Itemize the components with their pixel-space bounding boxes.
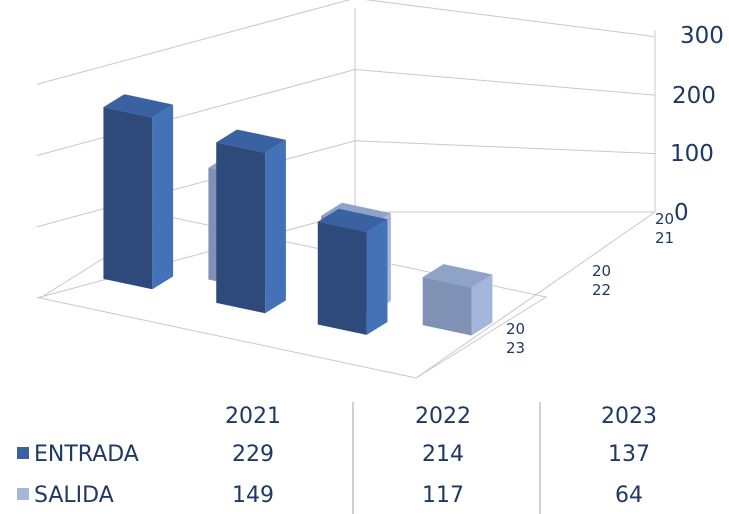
y-axis-ticks: 0 100 200 300 — [670, 23, 724, 226]
table-value: 64 — [615, 483, 643, 508]
bar-top — [216, 129, 286, 153]
bar-side — [152, 104, 174, 290]
bar-salida-2023 — [422, 264, 493, 336]
y-tick-label: 100 — [670, 141, 714, 167]
bar-entrada-2022 — [216, 129, 286, 314]
table-value: 117 — [422, 483, 464, 508]
y-tick-label: 0 — [674, 200, 689, 226]
bar-front — [317, 221, 367, 335]
bar-entrada-2023 — [317, 208, 388, 335]
bar-top — [422, 264, 493, 288]
bar-front — [216, 142, 266, 314]
bar-front — [422, 277, 472, 336]
table-header: 2023 — [601, 404, 657, 429]
depth-label: 21 — [655, 229, 674, 247]
bar-side — [265, 139, 286, 314]
depth-label: 20 — [655, 210, 674, 228]
bar-side — [471, 274, 493, 336]
depth-label: 20 — [592, 262, 611, 280]
y-tick-label: 300 — [680, 23, 724, 49]
bar-entrada-2021 — [103, 94, 174, 290]
table-value: 214 — [422, 442, 464, 467]
floor-right-edge — [415, 211, 656, 379]
table-value: 137 — [608, 442, 650, 467]
depth-label: 20 — [506, 320, 525, 338]
gridline — [36, 0, 656, 85]
series-name: SALIDA — [34, 483, 114, 508]
legend-key — [17, 447, 29, 459]
bar-side — [366, 219, 388, 335]
legend-key — [17, 488, 29, 500]
table-header: 2021 — [225, 404, 281, 429]
table-header: 2022 — [415, 404, 471, 429]
table-value: 149 — [232, 483, 274, 508]
data-table: 2021 2022 2023 ENTRADA 229 214 137 SALIDA 149 117… — [17, 402, 657, 514]
bar-front — [103, 107, 153, 290]
table-value: 229 — [232, 442, 274, 467]
bar-top — [103, 94, 174, 118]
depth-label: 23 — [506, 339, 525, 357]
series-name: ENTRADA — [34, 442, 139, 467]
y-tick-label: 200 — [672, 83, 716, 109]
bar-top — [317, 208, 388, 233]
chart-bars — [103, 94, 493, 336]
depth-label: 22 — [592, 281, 611, 299]
